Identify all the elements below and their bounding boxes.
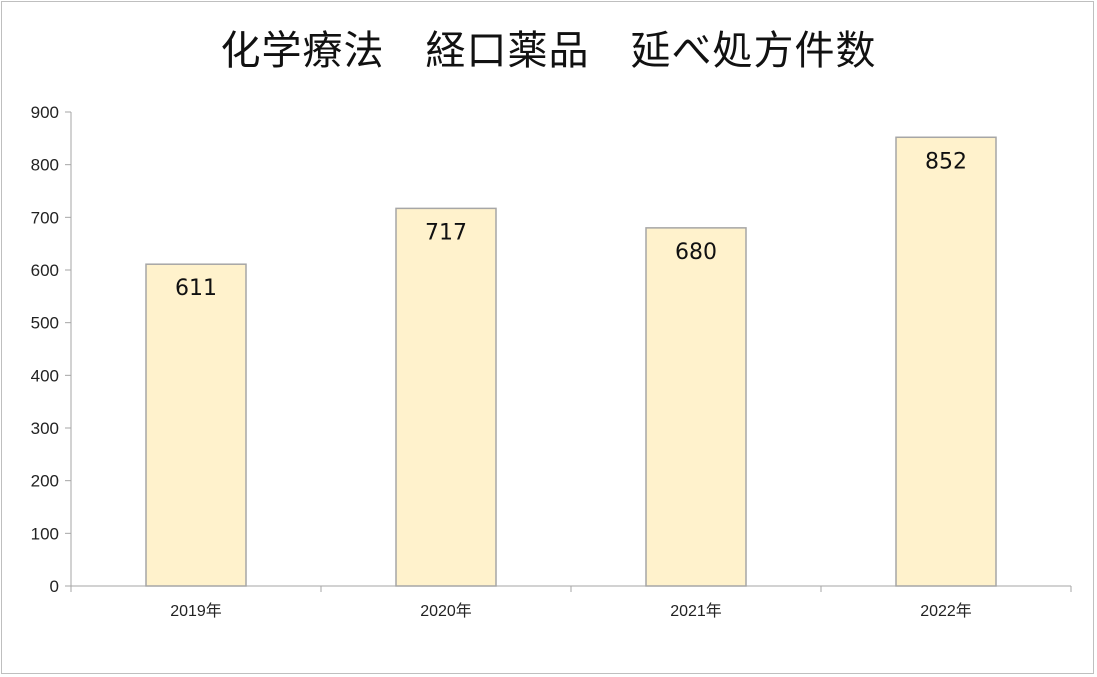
y-tick-label: 500 [31, 314, 59, 333]
y-tick-label: 100 [31, 524, 59, 543]
data-label: 680 [675, 240, 717, 265]
data-label: 852 [925, 149, 967, 174]
y-tick-label: 0 [50, 577, 59, 596]
bar [395, 207, 497, 587]
y-tick-label: 900 [31, 103, 59, 122]
chart-title: 化学療法 経口薬品 延べ処方件数 [220, 28, 877, 74]
bar [645, 227, 747, 587]
x-tick-label: 2022年 [920, 602, 972, 620]
y-tick-label: 200 [31, 472, 59, 491]
data-label: 717 [425, 220, 467, 245]
x-tick-label: 2021年 [670, 602, 722, 620]
x-tick-label: 2019年 [170, 602, 222, 620]
y-tick-label: 700 [31, 208, 59, 227]
chart-bars [145, 136, 997, 587]
y-tick-label: 800 [31, 156, 59, 175]
y-tick-label: 400 [31, 366, 59, 385]
chart-labels: 611 2019年 717 2020年 680 2021年 852 2022年 [170, 149, 972, 620]
bar [145, 263, 247, 587]
data-label: 611 [175, 276, 217, 301]
y-tick-label: 600 [31, 261, 59, 280]
y-tick-label: 300 [31, 419, 59, 438]
x-tick-label: 2020年 [420, 602, 472, 620]
bar [895, 136, 997, 587]
